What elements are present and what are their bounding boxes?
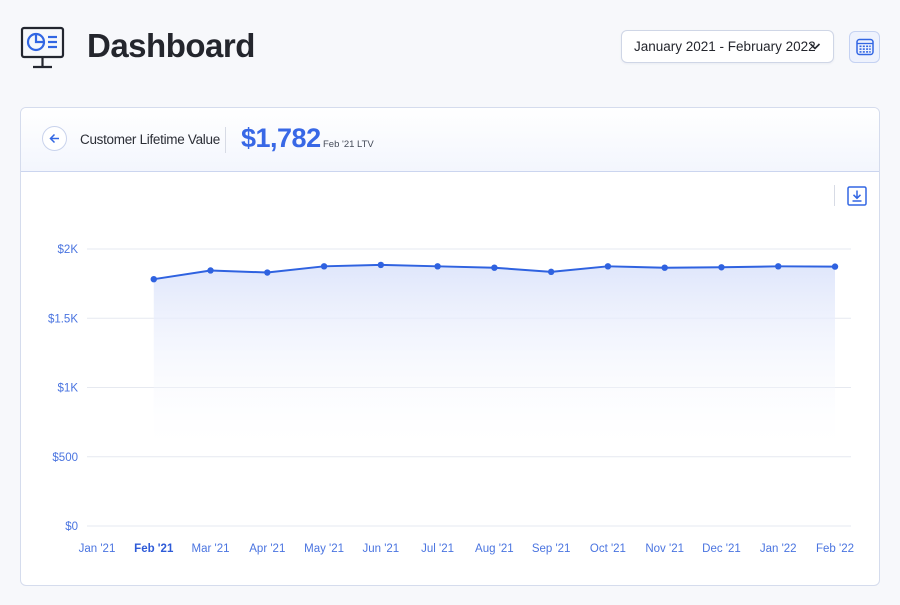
calendar-icon xyxy=(856,38,874,56)
data-point xyxy=(434,263,441,270)
series-area xyxy=(153,264,835,457)
y-tick-label: $2K xyxy=(58,244,79,256)
arrow-left-icon xyxy=(49,133,59,144)
ltv-card: Customer Lifetime Value $1,782 Feb '21 L… xyxy=(20,107,880,586)
data-point xyxy=(775,263,782,270)
download-icon[interactable] xyxy=(847,186,867,206)
metric-title: Customer Lifetime Value xyxy=(80,132,220,147)
monitor-pie-chart-icon xyxy=(20,26,65,69)
chevron-down-icon xyxy=(809,43,821,50)
back-button[interactable] xyxy=(42,126,67,151)
data-point xyxy=(377,261,385,269)
x-tick-label: Jun '21 xyxy=(362,543,399,555)
metric-subtitle: Feb '21 LTV xyxy=(323,139,374,150)
date-range-select[interactable]: January 2021 - February 2022 xyxy=(621,30,834,63)
x-tick-label: Mar '21 xyxy=(192,543,230,555)
y-tick-label: $1K xyxy=(58,383,79,395)
x-tick-label: Jan '21 xyxy=(79,543,116,555)
x-tick-label: Nov '21 xyxy=(645,543,684,555)
data-point xyxy=(207,267,214,274)
y-tick-label: $500 xyxy=(52,452,78,464)
ltv-area-chart: $0 $500 $1K $1.5K $2K Jan '21 Feb '21 Mar '21 Ap… xyxy=(48,244,854,555)
x-tick-label: Feb '22 xyxy=(816,543,854,555)
metric-value: $1,782 xyxy=(241,123,321,153)
calendar-button[interactable] xyxy=(849,31,880,63)
data-point xyxy=(718,264,725,271)
data-point xyxy=(547,268,555,276)
toolbar-divider xyxy=(834,185,835,206)
data-point xyxy=(150,275,157,283)
x-tick-label: Apr '21 xyxy=(249,543,285,555)
header: Dashboard January 2021 - February 2022 xyxy=(0,0,900,100)
header-divider xyxy=(225,127,226,153)
x-tick-label: Aug '21 xyxy=(475,543,514,555)
card-header: Customer Lifetime Value $1,782 Feb '21 L… xyxy=(21,108,879,172)
y-tick-label: $1.5K xyxy=(48,313,78,325)
data-point xyxy=(661,264,668,271)
data-point xyxy=(604,263,612,270)
date-range-label: January 2021 - February 2022 xyxy=(634,39,816,54)
data-point xyxy=(491,264,498,271)
data-point xyxy=(320,263,328,270)
x-tick-label: Feb '21 xyxy=(134,543,174,555)
page-title: Dashboard xyxy=(87,27,255,64)
x-tick-label: Jul '21 xyxy=(421,543,454,555)
x-tick-label: May '21 xyxy=(304,543,344,555)
x-tick-label: Oct '21 xyxy=(590,543,626,555)
x-tick-label: Dec '21 xyxy=(702,543,741,555)
y-tick-label: $0 xyxy=(65,521,78,533)
data-point xyxy=(264,269,271,276)
x-tick-label: Jan '22 xyxy=(760,543,797,555)
data-point xyxy=(831,263,839,270)
x-tick-label: Sep '21 xyxy=(532,543,571,555)
